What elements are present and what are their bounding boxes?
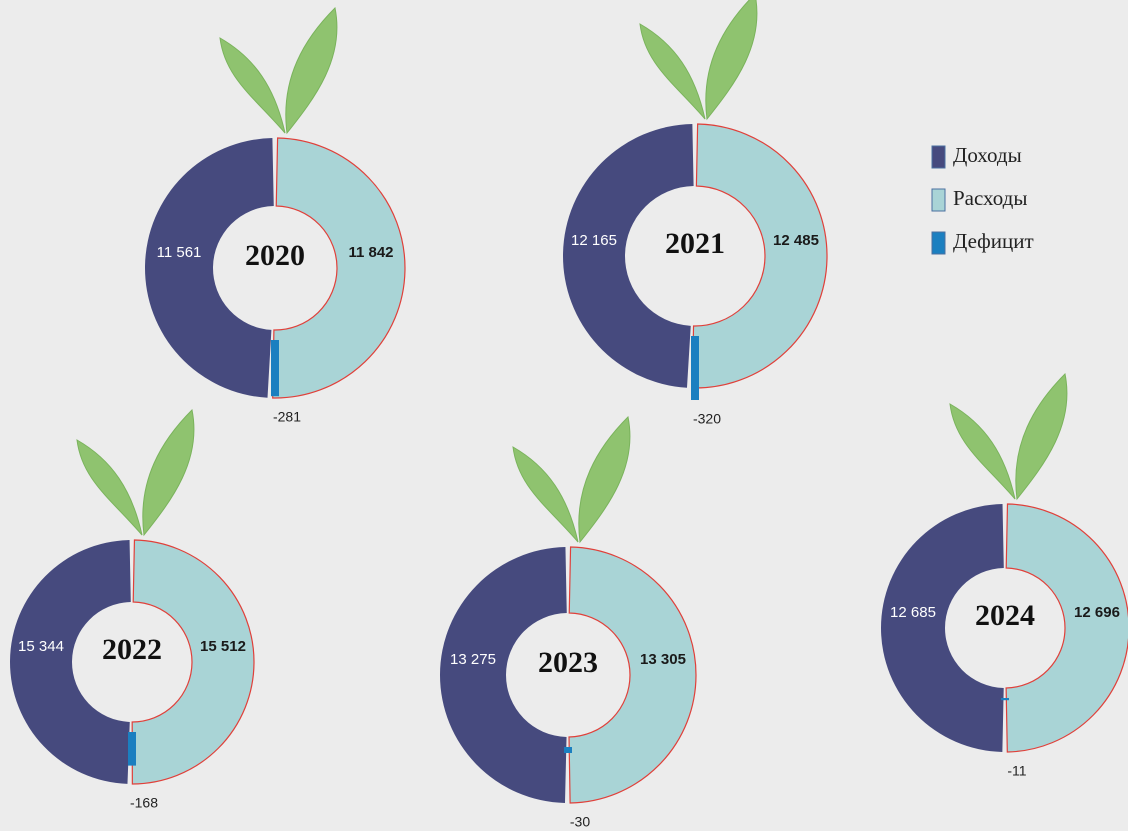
leaf [77, 440, 142, 535]
leaf [706, 0, 757, 119]
deficit-label: -168 [130, 795, 158, 811]
apple: -320 12 165 12 485 2021 [563, 0, 827, 427]
income-label: 12 685 [890, 604, 936, 621]
deficit-label: -320 [693, 411, 721, 427]
expense-label: 15 512 [200, 638, 246, 655]
legend-label: Доходы [953, 143, 1022, 167]
deficit-bar [1001, 698, 1009, 700]
expense-label: 13 305 [640, 651, 686, 668]
leaf [220, 38, 285, 133]
income-label: 15 344 [18, 638, 64, 655]
year-label: 2021 [665, 227, 725, 260]
leaf [950, 404, 1015, 499]
year-label: 2023 [538, 646, 598, 679]
deficit-label: -30 [570, 814, 590, 830]
deficit-bar [128, 732, 136, 766]
deficit-bar [691, 336, 699, 400]
apple: -11 12 685 12 696 2024 [881, 374, 1128, 779]
expense-label: 11 842 [348, 244, 393, 261]
leaf [1016, 374, 1067, 499]
income-label: 12 165 [571, 232, 617, 249]
legend-label: Дефицит [953, 229, 1034, 253]
income-label: 11 561 [157, 244, 202, 261]
income-label: 13 275 [450, 651, 496, 668]
deficit-bar [564, 747, 572, 753]
year-label: 2024 [975, 599, 1035, 632]
legend-swatch [932, 146, 945, 168]
apple: -30 13 275 13 305 2023 [440, 417, 696, 830]
leaf [513, 447, 578, 542]
legend-swatch [932, 189, 945, 211]
year-label: 2020 [245, 239, 305, 272]
leaf [143, 410, 194, 535]
deficit-label: -11 [1007, 763, 1026, 779]
expense-label: 12 696 [1074, 604, 1120, 621]
infographic: -281 11 561 11 842 2020 -320 12 165 12 485 2021… [0, 0, 1128, 831]
year-label: 2022 [102, 633, 162, 666]
leaf [286, 8, 337, 133]
legend-label: Расходы [953, 186, 1027, 210]
legend-swatch [932, 232, 945, 254]
deficit-label: -281 [273, 409, 301, 425]
leaf [640, 24, 705, 119]
expense-label: 12 485 [773, 232, 819, 249]
leaf [579, 417, 630, 542]
apple: -168 15 344 15 512 2022 [10, 410, 254, 811]
apple: -281 11 561 11 842 2020 [145, 8, 405, 425]
deficit-bar [271, 340, 279, 396]
